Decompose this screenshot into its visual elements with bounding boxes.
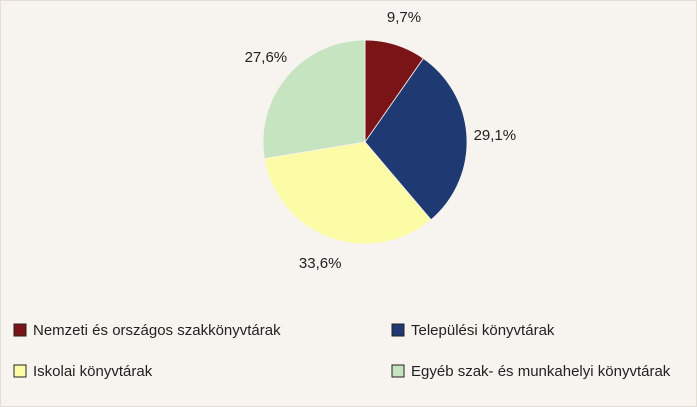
pie-slice: [364, 57, 468, 221]
legend-swatch: [391, 364, 405, 378]
legend-label: Iskolai könyvtárak: [33, 363, 153, 380]
legend-label: Nemzeti és országos szakkönyvtárak: [33, 322, 281, 339]
data-label: 33,6%: [299, 255, 342, 272]
pie-slice: [262, 39, 366, 160]
data-label: 27,6%: [245, 49, 288, 66]
legend-swatch: [391, 323, 405, 337]
legend-label: Települési könyvtárak: [411, 322, 555, 339]
legend-label: Egyéb szak- és munkahelyi könyvtárak: [411, 363, 671, 380]
data-label: 9,7%: [387, 9, 421, 26]
data-label: 29,1%: [474, 127, 517, 144]
legend-swatch: [13, 364, 27, 378]
pie-slice: [263, 141, 432, 245]
legend-swatch: [13, 323, 27, 337]
